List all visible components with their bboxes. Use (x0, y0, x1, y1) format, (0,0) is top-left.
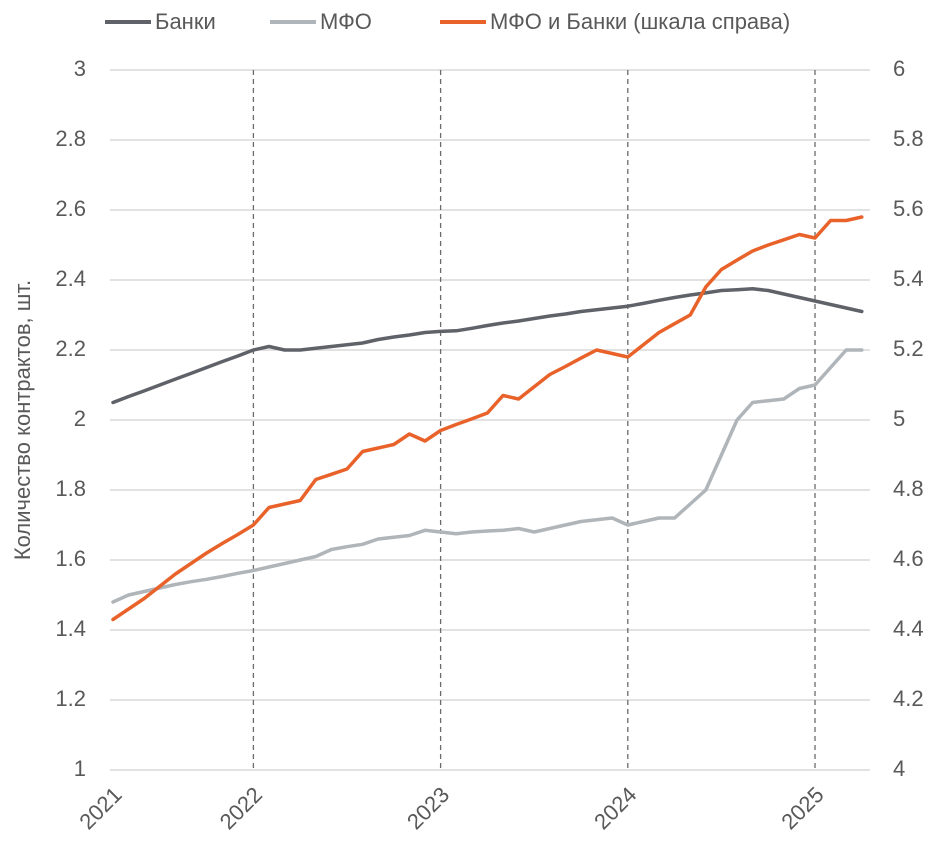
legend-label: МФО и Банки (шкала справа) (490, 9, 790, 34)
y-axis-label: Количество контрактов, шт. (10, 280, 35, 560)
y2-tick-label: 5.6 (893, 196, 924, 221)
y2-tick-label: 5.8 (893, 126, 924, 151)
y2-tick-label: 5.2 (893, 336, 924, 361)
y-tick-label: 1.2 (55, 686, 86, 711)
legend-label: Банки (155, 9, 216, 34)
series-line (111, 215, 864, 622)
series-line (111, 348, 864, 604)
y-tick-label: 2 (74, 406, 86, 431)
y-tick-label: 1 (74, 756, 86, 781)
x-tick-label: 2021 (74, 782, 126, 834)
y2-tick-label: 4 (893, 756, 905, 781)
series-line (111, 287, 864, 405)
y2-tick-label: 5.4 (893, 266, 924, 291)
y2-tick-label: 4.8 (893, 476, 924, 501)
y-tick-label: 2.8 (55, 126, 86, 151)
y-tick-label: 2.4 (55, 266, 86, 291)
x-tick-label: 2025 (776, 782, 828, 834)
y-tick-label: 3 (74, 56, 86, 81)
y-tick-label: 2.6 (55, 196, 86, 221)
y-tick-label: 1.6 (55, 546, 86, 571)
x-tick-label: 2024 (589, 782, 641, 834)
legend-label: МФО (320, 9, 372, 34)
x-tick-label: 2023 (402, 782, 454, 834)
y2-tick-label: 6 (893, 56, 905, 81)
x-tick-label: 2022 (215, 782, 267, 834)
y2-tick-label: 4.2 (893, 686, 924, 711)
y-tick-label: 1.8 (55, 476, 86, 501)
y2-tick-label: 5 (893, 406, 905, 431)
y2-tick-label: 4.6 (893, 546, 924, 571)
y-tick-label: 1.4 (55, 616, 86, 641)
y-tick-label: 2.2 (55, 336, 86, 361)
y2-tick-label: 4.4 (893, 616, 924, 641)
